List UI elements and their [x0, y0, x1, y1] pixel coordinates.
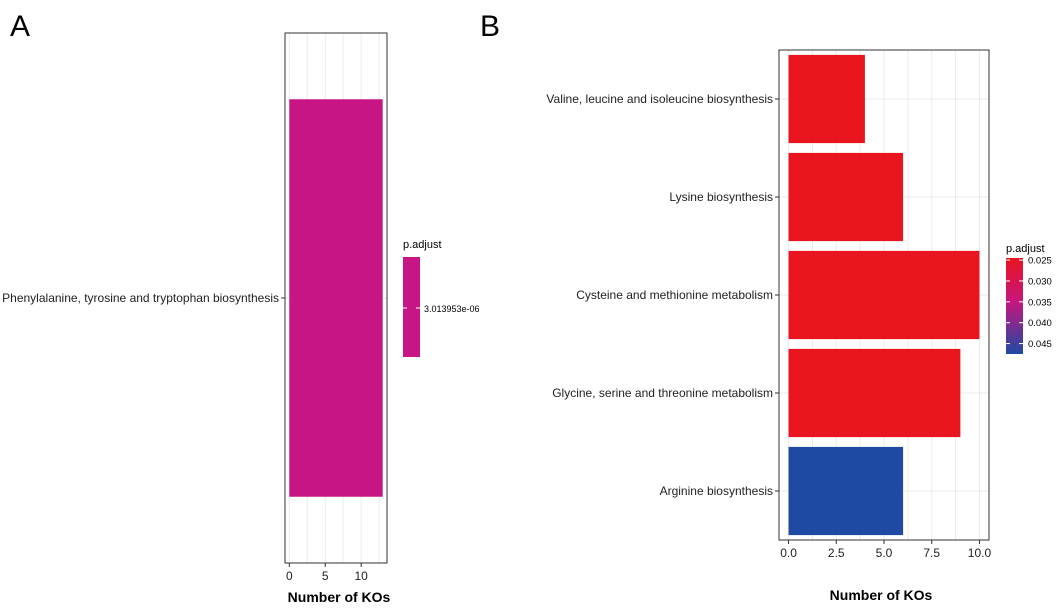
y-tick-label: Valine, leucine and isoleucine biosynthe… — [546, 92, 773, 106]
x-tick-label: 10 — [354, 569, 368, 583]
y-tick-label: Arginine biosynthesis — [660, 484, 773, 498]
y-tick-label: Glycine, serine and threonine metabolism — [552, 386, 773, 400]
x-tick-label: 2.5 — [828, 546, 845, 560]
x-tick-label: 10.0 — [968, 546, 992, 560]
legend-tick-label-b: 0.035 — [1028, 297, 1052, 308]
x-axis-title-b: Number of KOs — [830, 587, 933, 603]
x-axis-b: 0.0 2.5 5.0 7.5 10.0 — [780, 540, 991, 560]
legend-a: p.adjust 3.013953e-06 — [403, 239, 480, 357]
legend-label-a: 3.013953e-06 — [424, 304, 480, 314]
bar — [788, 348, 961, 438]
x-tick-label: 5 — [322, 569, 329, 583]
x-axis-title-a: Number of KOs — [288, 589, 391, 605]
bar — [788, 250, 980, 340]
bars-b — [788, 54, 980, 536]
legend-title-b: p.adjust — [1006, 243, 1045, 255]
bar — [788, 54, 865, 144]
y-axis-b: Valine, leucine and isoleucine biosynthe… — [546, 92, 779, 498]
legend-ticks-b: 0.025 0.030 0.035 0.040 0.045 — [1006, 256, 1052, 350]
panel-label-a: A — [10, 10, 30, 43]
panel-a: A Phenylalanine, tyrosine and tryptophan… — [2, 10, 479, 605]
legend-b: p.adjust 0.025 0.030 0.035 0.040 0.045 — [1006, 243, 1052, 354]
y-axis-a: Phenylalanine, tyrosine and tryptophan b… — [2, 291, 285, 305]
y-tick-label: Cysteine and methionine metabolism — [576, 288, 773, 302]
x-tick-label: 0.0 — [780, 546, 797, 560]
panel-b: B Valine, leucine and isoleucine biosynt… — [480, 10, 1052, 603]
legend-tick-label-b: 0.030 — [1028, 276, 1052, 287]
bars-a — [289, 99, 383, 497]
legend-title-a: p.adjust — [403, 239, 442, 251]
bar — [788, 152, 904, 242]
x-tick-label: 5.0 — [876, 546, 893, 560]
x-tick-label: 0 — [286, 569, 293, 583]
y-tick-label: Phenylalanine, tyrosine and tryptophan b… — [2, 291, 279, 305]
legend-tick-label-b: 0.025 — [1028, 256, 1052, 267]
bar — [289, 99, 383, 497]
legend-tick-label-b: 0.045 — [1028, 339, 1052, 350]
panel-label-b: B — [480, 10, 500, 43]
bar — [788, 446, 904, 536]
y-tick-label: Lysine biosynthesis — [669, 190, 773, 204]
x-axis-a: 0 5 10 — [286, 563, 368, 583]
legend-tick-label-b: 0.040 — [1028, 318, 1052, 329]
x-tick-label: 7.5 — [923, 546, 940, 560]
legend-colorbar-a — [403, 257, 420, 357]
legend-colorbar-b — [1006, 258, 1023, 354]
